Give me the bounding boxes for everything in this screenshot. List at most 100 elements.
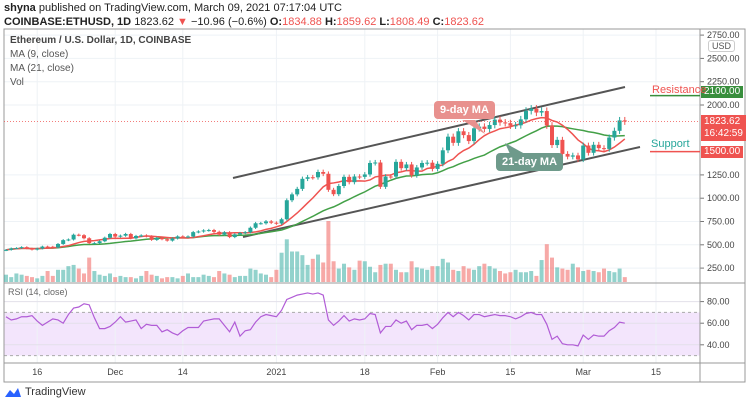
volume-bar (14, 273, 19, 282)
volume-bar (24, 275, 29, 282)
candle-body (24, 247, 29, 249)
volume-bar (498, 271, 502, 282)
tradingview-logo[interactable]: TradingView (4, 386, 86, 398)
candle-body (76, 234, 81, 236)
x-tick-label: 15 (505, 367, 515, 377)
candle-body (508, 123, 513, 126)
candle-body (295, 188, 300, 195)
volume-bar (466, 268, 471, 282)
legend-vol[interactable]: Vol (10, 77, 24, 88)
candle-body (264, 221, 268, 224)
rsi-line (5, 292, 625, 347)
candle-body (591, 144, 596, 153)
volume-bar (430, 266, 435, 282)
candle-body (82, 235, 86, 239)
candle-body (316, 172, 320, 178)
volume-bar (581, 271, 586, 282)
volume-bar (19, 274, 24, 282)
candle-body (149, 236, 154, 240)
volume-bar (596, 272, 601, 282)
volume-bar (9, 277, 14, 282)
volume-bar (149, 274, 154, 282)
candle-body (253, 223, 258, 228)
volume-bar (414, 267, 419, 282)
candle-body (248, 227, 253, 233)
volume-bar (461, 266, 466, 282)
volume-bar (544, 244, 549, 282)
ohlc-bar: COINBASE:ETHUSD, 1D 1823.62 ▼ −10.96 (−0… (4, 16, 484, 28)
volume-bar (35, 278, 40, 282)
candle-body (466, 135, 471, 142)
volume-bar (30, 277, 34, 282)
candle-body (71, 234, 76, 240)
price-tick-label: 1250.00 (707, 170, 740, 180)
candle-body (139, 235, 144, 237)
volume-bar (217, 271, 222, 282)
volume-bar (66, 266, 71, 282)
candle-body (555, 139, 560, 146)
volume-bar (508, 272, 513, 282)
volume-bar (123, 277, 128, 282)
volume-bar (570, 263, 575, 282)
volume-bar (456, 271, 461, 282)
volume-bar (362, 261, 367, 282)
volume-bar (420, 268, 424, 282)
ma9-line (5, 116, 626, 251)
candle-body (544, 111, 549, 126)
volume-bar (310, 258, 315, 282)
candle-body (134, 235, 138, 239)
volume-bar (222, 273, 227, 282)
volume-bar (555, 267, 560, 282)
volume-bar (243, 275, 248, 282)
price-tick-label: 750.00 (707, 217, 735, 227)
support-price-tag: 1500.00 (701, 146, 744, 158)
candle-body (30, 248, 34, 250)
volume-bar (524, 272, 528, 282)
volume-bar (539, 260, 544, 282)
candle-body (300, 178, 305, 189)
chart-frame (3, 28, 746, 383)
volume-bar (534, 275, 539, 282)
candle-body (617, 120, 622, 131)
volume-bar (503, 273, 508, 282)
volume-bar (388, 263, 393, 282)
volume-bar (212, 277, 216, 282)
currency-button[interactable]: USD (708, 40, 736, 52)
volume-bar (258, 273, 263, 282)
volume-bar (617, 268, 622, 282)
volume-bar (61, 269, 66, 282)
volume-bar (409, 261, 414, 282)
candle-body (66, 239, 71, 241)
candle-body (180, 236, 185, 238)
x-tick-label: 15 (651, 367, 661, 377)
legend-ma21[interactable]: MA (21, close) (10, 63, 74, 74)
candle-body (274, 222, 279, 224)
volume-bar (368, 266, 372, 282)
candle-body (420, 162, 424, 168)
candle-body (212, 230, 216, 232)
close-value: 1823.62 (444, 16, 484, 28)
volume-bar (180, 275, 185, 282)
candle-body (409, 164, 414, 176)
candle-body (92, 243, 97, 245)
legend-ma9[interactable]: MA (9, close) (10, 49, 69, 60)
ma21-annotation: 21-day MA (496, 153, 564, 171)
change: −10.96 (−0.6%) (190, 16, 267, 28)
volume-bar (269, 277, 274, 282)
candle-body (279, 219, 284, 224)
volume-bar (518, 272, 523, 282)
low-label: L: (379, 16, 390, 28)
volume-bar (128, 277, 133, 282)
chart-legend: Ethereum / U.S. Dollar, 1D, COINBASE MA … (10, 34, 191, 90)
candle-body (404, 164, 409, 169)
candle-body (269, 221, 274, 223)
volume-bar (232, 277, 237, 282)
volume-bar (492, 268, 497, 282)
candle-body (539, 111, 544, 113)
candle-body (342, 176, 346, 186)
volume-bar (357, 260, 362, 282)
candle-body (97, 241, 102, 244)
candle-body (347, 176, 352, 183)
volume-bar (404, 272, 409, 282)
